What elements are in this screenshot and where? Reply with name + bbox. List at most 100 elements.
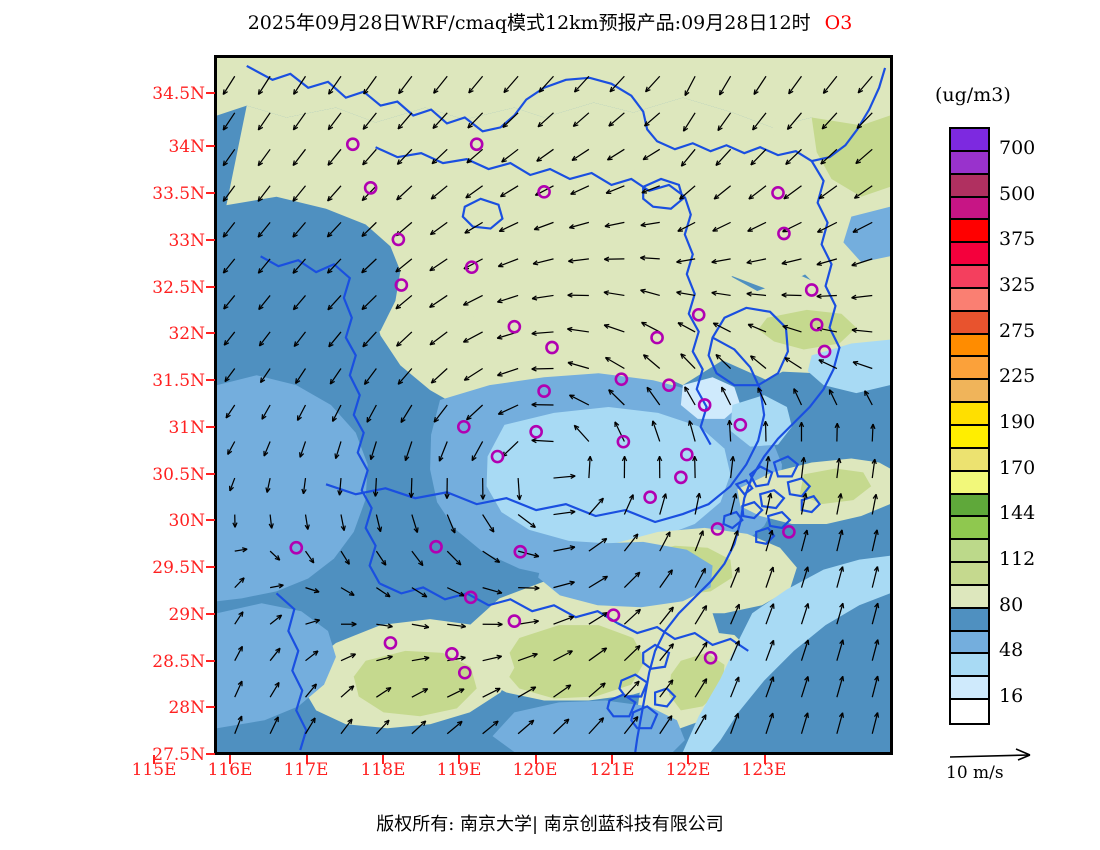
station-marker[interactable] <box>809 317 824 332</box>
station-marker[interactable] <box>777 226 791 241</box>
y-axis-tick <box>206 473 215 475</box>
wind-arrow-head <box>680 353 686 359</box>
station-marker[interactable] <box>545 340 559 355</box>
station-marker[interactable] <box>674 470 688 485</box>
station-marker[interactable] <box>469 137 484 152</box>
wind-arrow-head <box>874 602 880 609</box>
station-marker[interactable] <box>817 344 832 359</box>
wind-arrow <box>553 546 576 552</box>
wind-arrow-head <box>567 292 573 298</box>
forecast-map-plot[interactable] <box>214 55 893 755</box>
station-marker[interactable] <box>394 278 409 292</box>
wind-arrow-head <box>641 188 648 194</box>
station-marker[interactable] <box>464 260 479 275</box>
wind-arrow <box>721 386 732 406</box>
wind-arrow-head <box>715 160 721 167</box>
station-marker[interactable] <box>679 447 694 462</box>
wind-arrow-head <box>684 90 690 97</box>
station-marker[interactable] <box>289 540 304 555</box>
station-marker[interactable] <box>391 232 406 247</box>
wind-arrow <box>395 258 413 273</box>
colorbar-swatch <box>951 380 988 404</box>
wind-arrow-head <box>715 353 722 360</box>
station-marker[interactable] <box>345 137 360 152</box>
station-marker[interactable] <box>703 650 718 665</box>
wind-arrow-head <box>643 121 650 127</box>
wind-arrow-head <box>668 606 674 613</box>
wind-arrow <box>836 493 842 515</box>
station-marker[interactable] <box>771 185 785 200</box>
wind-arrow-head <box>822 88 829 94</box>
wind-arrow <box>375 719 390 735</box>
station-marker[interactable] <box>616 434 631 449</box>
station-marker[interactable] <box>457 665 472 680</box>
wind-arrow-head <box>606 155 613 161</box>
wind-arrow-head <box>395 303 402 310</box>
wind-arrow <box>326 221 342 238</box>
wind-arrow-head <box>734 712 740 719</box>
wind-arrow <box>400 404 413 423</box>
wind-arrow-head <box>804 602 810 609</box>
wind-arrow-head <box>494 557 501 563</box>
wind-arrow-head <box>222 124 228 131</box>
station-marker[interactable] <box>513 544 528 559</box>
wind-arrow <box>757 387 767 406</box>
station-marker[interactable] <box>782 525 796 539</box>
wind-arrow-head <box>458 688 465 694</box>
wind-arrow <box>340 514 345 531</box>
wind-arrow-head <box>640 255 646 261</box>
station-marker[interactable] <box>691 307 706 322</box>
wind-arrow <box>836 639 844 661</box>
wind-arrow <box>750 148 767 166</box>
station-marker[interactable] <box>537 185 551 199</box>
station-marker[interactable] <box>614 372 629 387</box>
wind-arrow-head <box>385 686 392 693</box>
station-marker[interactable] <box>383 636 398 650</box>
station-marker[interactable] <box>429 539 443 554</box>
wind-arrow <box>765 493 772 515</box>
wind-arrow-head <box>433 416 440 423</box>
wind-arrow <box>295 368 307 384</box>
wind-arrow-head <box>463 375 470 381</box>
wind-arrow-head <box>376 526 383 533</box>
wind-arrow-head <box>748 194 754 200</box>
wind-arrow <box>800 493 807 515</box>
wind-arrow <box>659 569 673 588</box>
wind-arrow-head <box>563 718 570 725</box>
colorbar[interactable] <box>949 127 990 725</box>
station-marker[interactable] <box>456 419 471 434</box>
wind-arrow-head <box>498 227 505 233</box>
station-marker[interactable] <box>697 398 712 412</box>
station-marker[interactable] <box>537 384 551 398</box>
colorbar-tick-label: 500 <box>999 182 1036 205</box>
wind-arrow-head <box>418 560 424 567</box>
station-marker[interactable] <box>643 490 657 505</box>
wind-arrow <box>820 148 838 165</box>
wind-arrow-head <box>274 555 281 561</box>
station-marker[interactable] <box>363 181 378 195</box>
station-marker[interactable] <box>650 330 664 345</box>
wind-arrow-head <box>293 341 300 348</box>
station-marker[interactable] <box>529 424 543 439</box>
station-marker[interactable] <box>733 417 748 432</box>
wind-arrow <box>730 676 740 698</box>
wind-arrow <box>411 587 428 598</box>
wind-arrow <box>781 258 802 265</box>
wind-arrow-head <box>460 623 467 629</box>
station-marker[interactable] <box>445 647 459 661</box>
colorbar-tick-label: 16 <box>999 685 1024 708</box>
station-marker[interactable] <box>507 319 522 334</box>
wind-arrow-head <box>873 529 879 535</box>
station-marker[interactable] <box>710 522 725 536</box>
station-marker[interactable] <box>463 590 478 605</box>
station-marker[interactable] <box>804 283 819 297</box>
page-title: 2025年09月28日WRF/cmaq模式12km预报产品:09月28日12时 <box>247 12 811 34</box>
wind-arrow <box>532 258 554 265</box>
station-marker[interactable] <box>507 614 522 628</box>
station-marker[interactable] <box>662 378 676 393</box>
wind-arrow <box>433 404 448 423</box>
wind-arrow-head <box>804 676 810 682</box>
station-marker[interactable] <box>490 449 505 464</box>
wind-arrow <box>572 112 590 127</box>
station-marker[interactable] <box>606 608 621 623</box>
